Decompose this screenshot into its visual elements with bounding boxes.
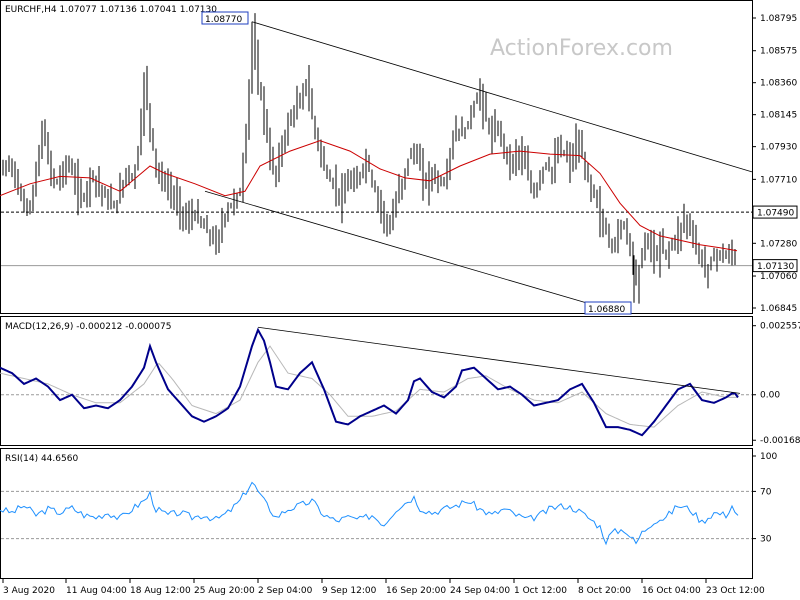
- price-y-tick-label: 1.07060: [760, 272, 797, 282]
- price-y-tick-label: 1.08575: [760, 47, 797, 57]
- x-tick-label: 2 Sep 04:00: [258, 586, 313, 596]
- rsi-y-tick-label: 30: [760, 535, 772, 545]
- macd-y-tick-label: -0.001685: [760, 436, 800, 446]
- macd-signal-line: [0, 345, 738, 428]
- watermark: ActionForex.com: [490, 36, 673, 61]
- macd-series: [0, 326, 752, 437]
- macd-trendline: [257, 326, 741, 394]
- moving-average-line: [0, 140, 738, 252]
- high-label: 1.08770: [205, 15, 242, 25]
- price-y-tick-label: 1.06845: [760, 304, 797, 314]
- x-tick-label: 24 Sep 04:00: [450, 586, 510, 596]
- macd-panel: [0, 316, 753, 446]
- price-y-tick-label: 1.08795: [760, 14, 797, 24]
- x-tick-label: 23 Oct 12:00: [706, 586, 765, 596]
- channel-lower-line: [204, 190, 587, 304]
- price-y-tick-label: 1.07710: [760, 175, 797, 185]
- x-tick-label: 1 Oct 12:00: [514, 586, 567, 596]
- price-panel: [0, 0, 753, 314]
- x-axis: 3 Aug 2020 11 Aug 04:00 18 Aug 12:00 25 Aug…: [2, 579, 765, 596]
- macd-y-tick-label: 0.00: [760, 391, 780, 401]
- x-tick-label: 11 Aug 04:00: [66, 586, 127, 596]
- current-axis-label: 1.07130: [757, 262, 794, 272]
- price-labels: 1.08770 1.06880 1.07490 1.07130: [201, 11, 798, 315]
- price-series: [0, 13, 753, 304]
- channel-upper-line: [251, 21, 753, 173]
- y-axes: 1.08795 1.08575 1.08360 1.08145 1.07930 1.077…: [752, 14, 800, 545]
- price-panel-title: EURCHF,H4 1.07077 1.07136 1.07041 1.0713…: [5, 5, 217, 15]
- high-label-box: [201, 11, 249, 25]
- low-label-box: [584, 301, 632, 315]
- price-y-tick-label: 1.08360: [760, 79, 797, 89]
- rsi-panel-title: RSI(14) 44.6560: [5, 454, 78, 464]
- current-axis-label-box: [752, 259, 798, 273]
- price-y-tick-label: 1.07930: [760, 143, 797, 153]
- low-label: 1.06880: [588, 305, 625, 315]
- support-axis-label: 1.07490: [757, 209, 794, 219]
- macd-line: [0, 327, 739, 437]
- rsi-line: [0, 481, 739, 546]
- macd-panel-title: MACD(12,26,9) -0.000212 -0.000075: [5, 322, 171, 332]
- x-tick-label: 9 Sep 12:00: [322, 586, 377, 596]
- support-axis-label-box: [752, 205, 798, 219]
- rsi-panel: [0, 448, 753, 579]
- rsi-y-tick-label: 100: [760, 452, 777, 462]
- macd-y-tick-label: 0.002557: [760, 322, 800, 332]
- x-tick-label: 3 Aug 2020: [3, 586, 55, 596]
- x-tick-label: 8 Oct 20:00: [578, 586, 631, 596]
- price-y-tick-label: 1.08145: [760, 111, 797, 121]
- x-tick-label: 25 Aug 20:00: [194, 586, 255, 596]
- x-tick-label: 16 Oct 04:00: [642, 586, 701, 596]
- x-tick-label: 18 Aug 12:00: [130, 586, 191, 596]
- rsi-y-tick-label: 70: [760, 487, 772, 497]
- rsi-series: [0, 481, 752, 546]
- price-y-tick-label: 1.07280: [760, 239, 797, 249]
- x-tick-label: 16 Sep 20:00: [386, 586, 446, 596]
